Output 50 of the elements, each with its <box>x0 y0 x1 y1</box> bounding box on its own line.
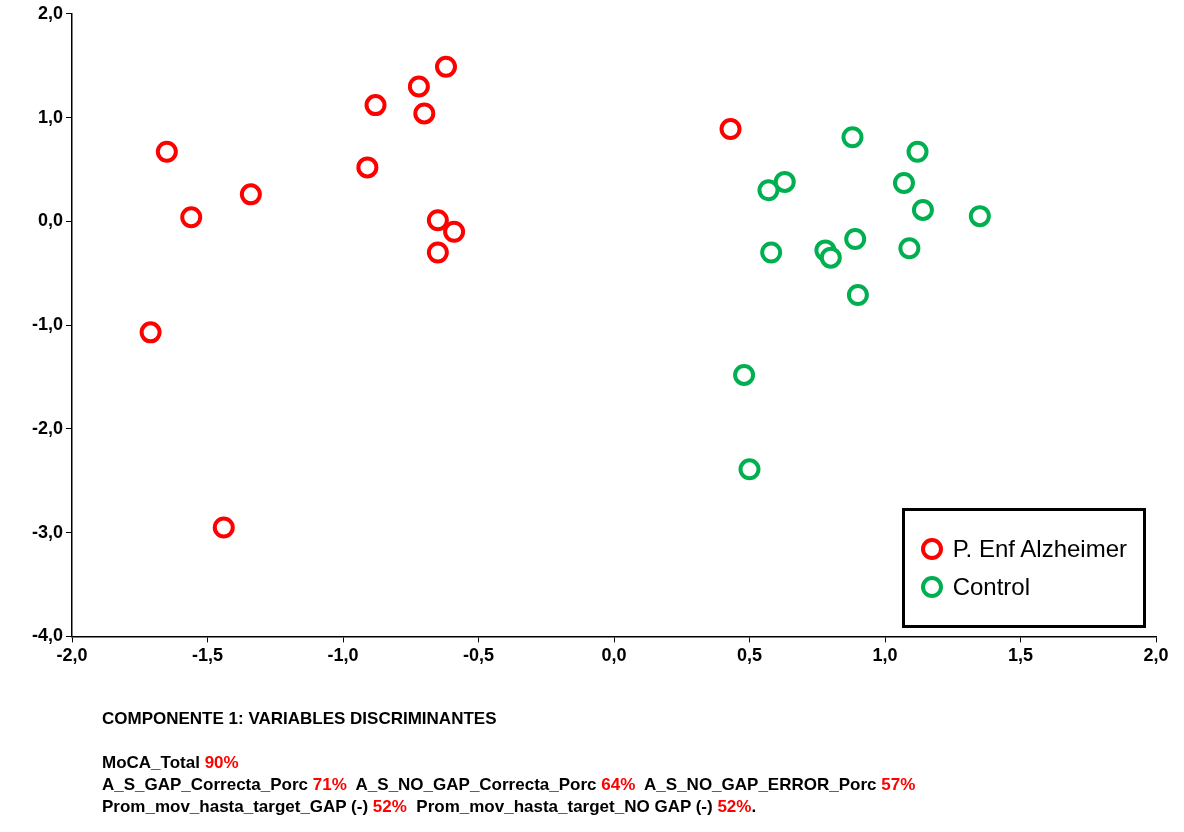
point <box>892 171 915 194</box>
text: COMPONENTE 1: VARIABLES DISCRIMINANTES <box>102 709 497 728</box>
x-tick-label: 0,0 <box>601 645 627 666</box>
point <box>719 117 742 140</box>
point <box>364 94 387 117</box>
text: MoCA_Total 90% <box>102 753 239 772</box>
text: A_S_GAP_Correcta_Porc 71% A_S_NO_GAP_Correcta_Porc 64% A_S_NO_GAP_ERROR_Porc 57% <box>102 775 916 794</box>
x-tick-label: -1,5 <box>191 645 224 666</box>
point <box>846 284 869 307</box>
text: Prom_mov_hasta_target_GAP (-) 52% Prom_mov_hasta_target_NO GAP (-) 52%. <box>102 797 757 816</box>
point <box>733 363 756 386</box>
legend-label: P. Enf Alzheimer <box>952 535 1127 564</box>
y-tick-label: -1,0 <box>31 314 63 335</box>
point <box>911 198 934 221</box>
x-tick-label: -0,5 <box>462 645 495 666</box>
x-tick-label: -2,0 <box>56 645 88 666</box>
point <box>180 206 203 229</box>
x-tick-label: 1,0 <box>872 645 898 666</box>
point <box>898 237 921 260</box>
point <box>139 321 162 344</box>
point <box>841 126 864 149</box>
y-tick-label: -2,0 <box>31 417 63 438</box>
x-tick-label: -1,0 <box>327 645 359 666</box>
y-tick-label: 2,0 <box>37 2 63 23</box>
point <box>434 55 457 78</box>
point <box>760 241 783 264</box>
y-tick-label: -3,0 <box>31 521 63 542</box>
point <box>413 102 436 125</box>
y-tick-label: 0,0 <box>37 210 63 231</box>
point <box>819 246 842 269</box>
x-tick-label: 0,5 <box>736 645 763 666</box>
x-tick-label: 1,5 <box>1007 645 1034 666</box>
point <box>155 140 178 163</box>
point <box>738 458 761 481</box>
y-tick-label: -4,0 <box>31 625 63 646</box>
legend-label: Control <box>952 573 1031 602</box>
x-tick-label: 2,0 <box>1143 645 1169 666</box>
point <box>239 183 262 206</box>
point <box>407 75 430 98</box>
point <box>906 140 929 163</box>
point <box>773 170 796 193</box>
point <box>443 220 466 243</box>
point <box>426 209 449 232</box>
point <box>757 179 780 202</box>
point <box>426 241 449 264</box>
point <box>356 156 379 179</box>
point <box>844 227 867 250</box>
point <box>212 516 235 539</box>
point <box>968 205 991 228</box>
y-tick-label: 1,0 <box>37 106 63 127</box>
